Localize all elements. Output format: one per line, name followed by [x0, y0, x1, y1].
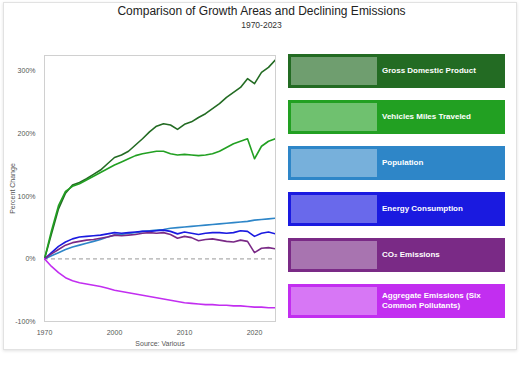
svg-text:Percent Change: Percent Change	[9, 163, 17, 214]
svg-text:2020: 2020	[247, 329, 263, 336]
svg-text:Source: Various: Source: Various	[135, 340, 185, 347]
svg-text:2010: 2010	[177, 329, 193, 336]
html-text:Gross Domestic Product: Gross Domestic Product	[382, 66, 476, 75]
svg-text:-100%: -100%	[15, 318, 35, 325]
html-text:Aggregate Emissions (Six Commo: Aggregate Emissions (Six Common Pollutan…	[382, 291, 481, 310]
html-text:CO₂ Emissions: CO₂ Emissions	[382, 250, 440, 259]
svg-text:1970: 1970	[37, 329, 53, 336]
html-text:Comparison of Growth Areas and: Comparison of Growth Areas and Declining…	[117, 4, 406, 18]
html-text:Vehicles Miles Traveled: Vehicles Miles Traveled	[382, 112, 471, 121]
html-text:Energy Consumption: Energy Consumption	[382, 204, 463, 213]
svg-text:0%: 0%	[25, 255, 35, 262]
svg-text:200%: 200%	[18, 130, 36, 137]
html-text:Population: Population	[382, 158, 424, 167]
svg-text:2000: 2000	[107, 329, 123, 336]
svg-text:300%: 300%	[18, 67, 36, 74]
svg-text:100%: 100%	[18, 193, 36, 200]
html-text:1970-2023: 1970-2023	[241, 20, 282, 30]
